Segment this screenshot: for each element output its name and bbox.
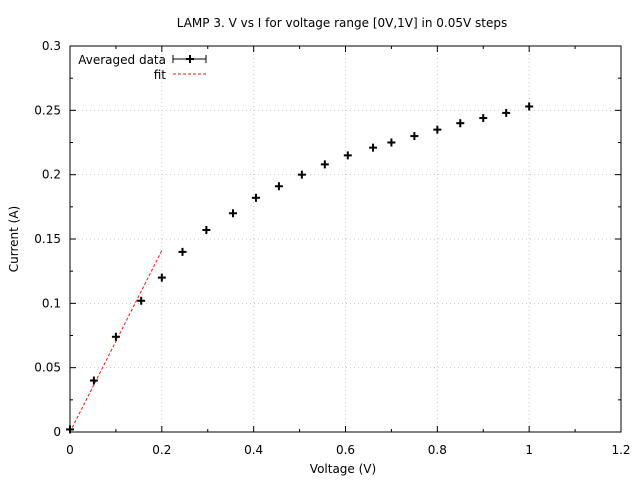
fit-line xyxy=(69,250,163,433)
axes: 0 0.2 0.4 0.6 0.8 1 1.2 0 0.05 0.1 0.15 0.2 0.25 0.3 xyxy=(34,39,630,457)
data-point xyxy=(525,102,534,111)
y-tick-label: 0.1 xyxy=(42,296,61,310)
data-point xyxy=(297,170,306,179)
x-tick-label: 0 xyxy=(66,443,74,457)
x-tick-label: 0.6 xyxy=(336,443,355,457)
x-axis-label: Voltage (V) xyxy=(310,462,376,476)
chart-title: LAMP 3. V vs I for voltage range [0V,1V]… xyxy=(177,16,507,30)
data-point xyxy=(387,138,396,147)
x-tick-label: 1.2 xyxy=(611,443,630,457)
data-point xyxy=(456,119,465,128)
y-tick-label: 0.15 xyxy=(34,232,61,246)
data-point xyxy=(157,273,166,282)
data-point xyxy=(433,125,442,134)
data-point xyxy=(410,132,419,141)
data-point xyxy=(202,225,211,234)
y-tick-label: 0.25 xyxy=(34,103,61,117)
x-tick-label: 0.8 xyxy=(428,443,447,457)
data-point xyxy=(251,193,260,202)
x-tick-label: 1 xyxy=(525,443,533,457)
data-point xyxy=(137,296,146,305)
data-point xyxy=(229,209,238,218)
data-point xyxy=(479,114,488,123)
y-axis-label: Current (A) xyxy=(7,206,21,272)
y-tick-label: 0.2 xyxy=(42,168,61,182)
plot-area xyxy=(66,102,534,434)
data-point xyxy=(320,160,329,169)
data-point xyxy=(502,108,511,117)
data-point xyxy=(343,151,352,160)
legend-symbol-averaged-data xyxy=(172,55,207,63)
data-point xyxy=(66,425,74,434)
data-point xyxy=(111,332,120,341)
grid xyxy=(70,46,621,432)
legend-label-averaged-data: Averaged data xyxy=(78,53,166,67)
data-point xyxy=(274,182,283,191)
legend-label-fit: fit xyxy=(154,68,167,82)
y-tick-label: 0.3 xyxy=(42,39,61,53)
y-tick-label: 0.05 xyxy=(34,361,61,375)
data-point xyxy=(369,143,378,152)
x-tick-label: 0.4 xyxy=(244,443,263,457)
x-tick-label: 0.2 xyxy=(152,443,171,457)
legend: Averaged data fit xyxy=(78,53,207,82)
y-tick-label: 0 xyxy=(53,425,61,439)
data-point xyxy=(178,247,187,256)
data-point xyxy=(89,376,98,385)
